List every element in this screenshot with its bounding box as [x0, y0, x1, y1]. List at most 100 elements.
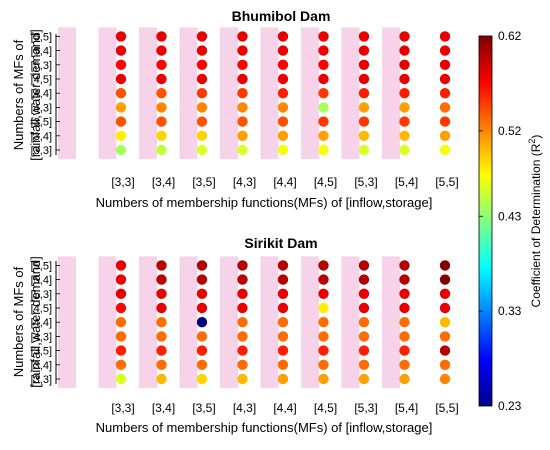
colorbar-gradient [478, 35, 493, 407]
data-point [277, 359, 289, 370]
x-tick-label: [3,5] [192, 175, 215, 189]
column-highlight [139, 256, 157, 388]
data-point [439, 116, 451, 127]
data-point [196, 88, 208, 99]
data-point [318, 331, 329, 342]
data-point [399, 359, 410, 370]
column-highlight [98, 256, 117, 388]
data-point [115, 88, 127, 99]
data-point [115, 73, 127, 85]
data-point [318, 260, 329, 271]
data-point [196, 302, 208, 314]
data-point [277, 331, 289, 342]
x-tick-label: [4,4] [273, 401, 296, 415]
data-point [439, 102, 451, 113]
data-point [237, 31, 248, 42]
data-point [237, 102, 248, 113]
data-point [115, 345, 127, 356]
data-point [115, 116, 127, 127]
data-point [196, 359, 208, 370]
data-point [439, 274, 451, 285]
data-point [237, 288, 248, 299]
y-tick-label: [4,5] [31, 74, 52, 86]
data-point [439, 359, 451, 370]
data-point [358, 73, 370, 85]
data-point [399, 288, 410, 299]
data-point [358, 116, 370, 127]
data-point [399, 102, 410, 113]
data-point [156, 288, 167, 299]
column-highlight [260, 256, 279, 388]
data-point [115, 102, 127, 113]
data-point [156, 373, 167, 385]
x-tick-label: [3,4] [152, 401, 175, 415]
data-point [115, 274, 127, 285]
data-point [439, 373, 451, 385]
data-point [318, 345, 329, 356]
data-point [156, 331, 167, 342]
x-tick-labels: [3,3] [3,4] [3,5] [4,3] [4,4] [4,5] [5,3] [5,4]… [111, 401, 458, 415]
x-tick-label: [5,3] [354, 401, 377, 415]
data-point [156, 345, 167, 356]
data-point [358, 331, 370, 342]
data-point [196, 31, 208, 42]
data-point [277, 345, 289, 356]
data-point [237, 144, 248, 156]
x-tick-label: [3,3] [111, 175, 134, 189]
data-point [439, 331, 451, 342]
data-point [156, 260, 167, 271]
data-point [318, 288, 329, 299]
data-point [156, 59, 167, 70]
y-axis-label-line1: Numbers of MFs of [11, 39, 26, 150]
y-tick-label: [3,3] [31, 145, 52, 157]
data-point [156, 73, 167, 85]
data-point [358, 130, 370, 141]
data-point [358, 45, 370, 56]
x-tick-label: [5,4] [395, 175, 418, 189]
x-tick-label: [4,5] [314, 175, 337, 189]
colorbar-label-main: Coefficient of Determination (R [529, 143, 543, 307]
data-point [318, 88, 329, 99]
data-point [196, 373, 208, 385]
data-point [277, 73, 289, 85]
data-points [115, 31, 451, 156]
data-point [237, 260, 248, 271]
x-tick-label: [3,5] [192, 401, 215, 415]
data-point [196, 345, 208, 356]
data-point [399, 116, 410, 127]
data-point [358, 373, 370, 385]
data-point [358, 260, 370, 271]
data-point [237, 302, 248, 314]
data-point [156, 31, 167, 42]
data-point [115, 331, 127, 342]
data-point [237, 45, 248, 56]
data-point [277, 373, 289, 385]
colorbar-label-close: ) [529, 135, 543, 139]
data-point [318, 73, 329, 85]
column-highlight [179, 256, 198, 388]
y-tick-label: [4,3] [31, 102, 52, 114]
data-point [156, 359, 167, 370]
data-point [439, 144, 451, 156]
x-tick-label: [5,4] [395, 401, 418, 415]
data-point [115, 144, 127, 156]
data-point [358, 345, 370, 356]
data-point [399, 31, 410, 42]
data-point [196, 274, 208, 285]
colorbar-tick-label: 0.33 [498, 304, 522, 318]
data-point [399, 260, 410, 271]
y-tick-label: [5,4] [31, 275, 52, 287]
data-point [439, 130, 451, 141]
data-point [156, 102, 167, 113]
data-point [115, 45, 127, 56]
x-tick-label: [5,5] [435, 401, 458, 415]
x-tick-label: [4,4] [273, 175, 296, 189]
column-highlight [341, 27, 360, 160]
x-tick-label: [3,3] [111, 401, 134, 415]
data-point [115, 317, 127, 328]
data-point [358, 102, 370, 113]
x-tick-label: [4,5] [314, 401, 337, 415]
y-tick-label: [5,3] [31, 60, 52, 72]
y-tick-label: [5,5] [31, 31, 52, 43]
data-point [237, 317, 248, 328]
